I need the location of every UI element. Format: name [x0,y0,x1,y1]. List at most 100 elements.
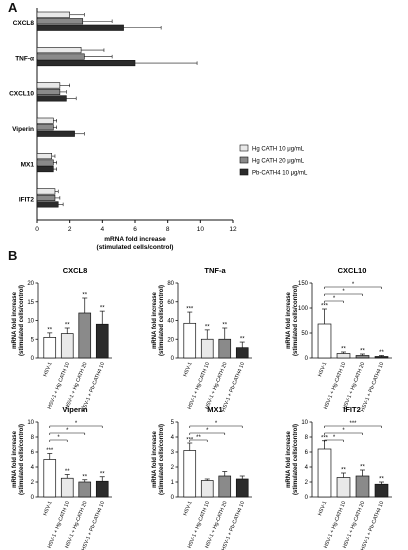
significance-stars: ** [222,323,227,329]
panel-a-legend-swatch [239,156,249,164]
y-tick-label: 150 [298,281,309,287]
panel-a-letter: A [8,0,18,15]
significance-stars: ** [65,469,70,475]
panel-a-x-label-2: (stimulated cells/control) [97,244,174,251]
panel-a-gene-label: CXCL8 [13,20,35,27]
panel-a-x-tick-label: 12 [229,226,237,233]
data-bar [355,475,370,498]
comparison-label: * [352,282,355,288]
y-axis-label: mRNA fold increase [152,291,158,348]
chart-cxcl10: CXCL10 0 50 100 150 mRNA fold increase (stimul… [286,266,392,413]
data-bar [78,481,92,498]
y-tick-label: 6 [305,450,309,456]
panel-a-x-tick-label: 4 [101,226,105,233]
significance-stars: ** [65,323,70,329]
y-axis-label-2: (stimulated cells/control) [19,424,25,495]
significance-stars: ** [360,465,365,471]
data-bar [78,312,92,359]
data-bar [95,323,109,359]
y-tick-label: 0 [171,356,175,362]
significance-stars: ** [82,293,87,299]
data-bar [317,448,332,498]
data-bar [60,333,74,359]
data-bar [183,322,197,359]
chart-cxcl8: CXCL8 0 5 10 15 20 mRNA fold increase (stimulat… [12,266,112,413]
panel-a-bar [36,188,56,195]
x-tick-label: HSV-1 [182,361,193,377]
y-axis-label: mRNA fold increase [152,430,158,487]
chart-mx1: MX1 0 1 2 3 4 5 mRNA fold increase (stimulated c… [152,405,252,550]
panel-a-gene-label: TNF-α [15,55,34,62]
panel-a-bar [36,159,54,166]
y-tick-label: 0 [171,495,175,501]
comparison-label: * [75,421,78,427]
x-tick-label: HSV-1 [42,500,53,516]
panel-a-bar [36,194,56,201]
y-axis-label: mRNA fold increase [12,430,18,487]
comparison-label: * [333,296,336,302]
significance-stars: ** [341,347,346,353]
significance-stars: *** [186,307,194,313]
y-tick-label: 80 [167,281,174,287]
comparison-label: * [333,435,336,441]
data-bar [355,355,370,359]
comparison-label: * [342,289,345,295]
panel-a-bar [36,166,54,173]
data-bar [200,338,214,359]
y-tick-label: 5 [171,420,175,426]
data-bar [336,477,351,498]
significance-stars: *** [321,435,329,441]
y-tick-label: 0 [31,356,35,362]
y-tick-label: 100 [298,306,309,312]
panel-a-bar [36,60,136,67]
significance-stars: *** [46,448,54,454]
x-tick-label: HSV-1 [317,500,328,516]
significance-stars: ** [341,468,346,474]
panel-a-bar [36,124,54,131]
data-bar [60,477,74,498]
y-tick-label: 4 [305,465,309,471]
panel-a-gene-label: MX1 [21,161,35,168]
data-bar [218,475,232,498]
y-tick-label: 60 [167,300,174,306]
y-tick-label: 8 [305,435,309,441]
y-tick-label: 10 [301,420,308,426]
significance-stars: ** [205,324,210,330]
y-tick-label: 0 [31,495,35,501]
data-bar [95,480,109,498]
data-bar [317,323,332,359]
comparison-label: * [342,428,345,434]
y-axis-label-2: (stimulated cells/control) [19,285,25,356]
data-bar [200,480,214,498]
x-tick-label: HSV-1 [42,361,53,377]
significance-stars: ** [360,349,365,355]
panel-a-bar [36,117,54,124]
y-tick-label: 10 [27,319,34,325]
panel-a-x-tick-label: 8 [166,226,170,233]
y-axis-label-2: (stimulated cells/control) [293,285,299,356]
panel-a-chart: 0 2 4 6 8 10 12 mRNA fold increase(stimulated c… [9,8,308,251]
significance-stars: ** [100,306,105,312]
significance-stars: ** [100,471,105,477]
chart-title: IFIT2 [343,405,361,414]
comparison-label: ** [196,435,201,441]
y-tick-label: 4 [31,465,35,471]
data-bar [235,347,249,359]
y-tick-label: 20 [167,337,174,343]
panel-a-bar [36,130,75,137]
y-tick-label: 2 [31,480,35,486]
y-tick-label: 3 [171,450,175,456]
significance-stars: ** [240,337,245,343]
chart-title: TNF-a [204,266,226,275]
y-axis-label: mRNA fold increase [286,430,292,487]
significance-stars: ** [47,327,52,333]
panel-a-bar [36,153,52,160]
y-tick-label: 4 [171,435,175,441]
comparison-label: * [57,435,60,441]
data-bar [43,337,57,359]
chart-title: CXCL8 [63,266,88,275]
panel-a-gene-label: CXCL10 [9,91,34,98]
x-tick-label: HSV-1 [317,361,328,377]
significance-stars: ** [379,350,384,356]
chart-viperin: Viperin 0 2 4 6 8 10 mRNA fold increase (stimula… [12,405,112,550]
